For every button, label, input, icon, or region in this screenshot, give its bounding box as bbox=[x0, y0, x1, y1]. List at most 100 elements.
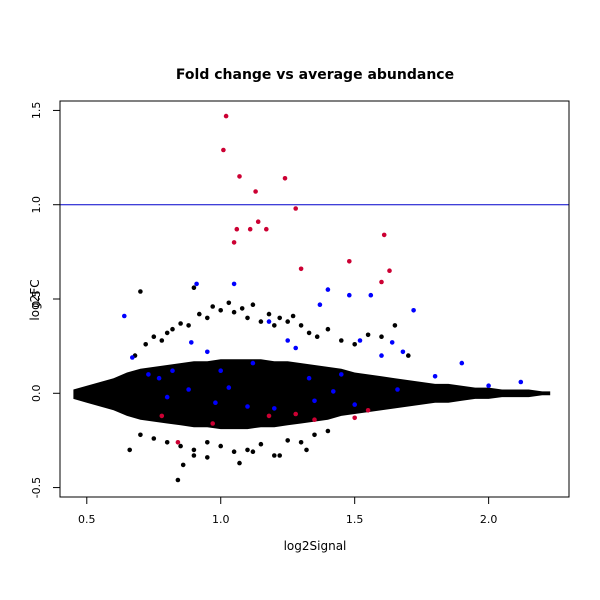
background-point bbox=[325, 326, 331, 332]
significant-point bbox=[365, 408, 371, 413]
background-point bbox=[143, 342, 148, 347]
highlighted-point bbox=[352, 402, 358, 407]
x-axis-title: log2Signal bbox=[284, 539, 347, 553]
chart-title: Fold change vs average abundance bbox=[176, 67, 454, 83]
highlighted-point bbox=[459, 360, 465, 366]
highlighted-point bbox=[347, 292, 352, 298]
highlighted-point bbox=[285, 338, 291, 343]
x-tick-label: 2.0 bbox=[480, 513, 498, 526]
highlighted-point bbox=[194, 281, 199, 287]
background-point bbox=[231, 449, 237, 455]
background-point bbox=[290, 313, 296, 319]
highlighted-point bbox=[213, 400, 218, 406]
background-point bbox=[250, 449, 256, 455]
significant-point bbox=[293, 206, 299, 211]
significant-point bbox=[387, 268, 392, 274]
background-point bbox=[239, 306, 245, 311]
density-band bbox=[73, 359, 551, 430]
highlighted-point bbox=[312, 398, 317, 404]
highlighted-point bbox=[156, 375, 162, 381]
highlighted-point bbox=[226, 385, 232, 390]
highlighted-point bbox=[245, 404, 250, 409]
point-cloud-band bbox=[73, 359, 551, 430]
x-tick-label: 1.0 bbox=[212, 513, 230, 526]
significant-point bbox=[175, 440, 181, 445]
background-point bbox=[245, 447, 250, 453]
y-tick-label: 1.0 bbox=[30, 196, 43, 214]
background-point bbox=[277, 315, 283, 321]
background-point bbox=[151, 436, 157, 441]
highlighted-point bbox=[325, 287, 331, 292]
highlighted-point bbox=[357, 338, 363, 343]
highlighted-point bbox=[518, 379, 524, 385]
background-point bbox=[127, 447, 132, 453]
highlighted-point bbox=[231, 281, 237, 287]
highlighted-point bbox=[339, 372, 344, 377]
significant-point bbox=[234, 226, 240, 232]
background-point bbox=[178, 321, 183, 326]
highlighted-point bbox=[164, 394, 170, 400]
background-point bbox=[379, 334, 384, 340]
highlighted-point bbox=[293, 345, 299, 351]
significant-point bbox=[253, 189, 258, 194]
background-point bbox=[191, 285, 197, 291]
background-point bbox=[218, 308, 223, 313]
significant-point bbox=[237, 174, 242, 179]
background-point bbox=[339, 338, 344, 343]
background-point bbox=[352, 342, 358, 347]
background-point bbox=[314, 334, 320, 340]
significant-point bbox=[379, 279, 384, 285]
y-tick-label: 0.5 bbox=[30, 290, 43, 308]
background-point bbox=[210, 304, 215, 309]
highlighted-point bbox=[205, 349, 210, 355]
background-point bbox=[258, 319, 264, 324]
highlighted-point bbox=[317, 302, 323, 308]
significant-point bbox=[223, 113, 229, 119]
highlighted-point bbox=[486, 383, 491, 389]
x-tick-label: 1.5 bbox=[346, 513, 364, 526]
background-point bbox=[159, 338, 165, 343]
highlighted-point bbox=[400, 349, 406, 355]
background-point bbox=[231, 309, 237, 315]
background-point bbox=[298, 440, 304, 445]
significant-point bbox=[312, 417, 317, 423]
significant-point bbox=[352, 415, 358, 421]
background-point bbox=[365, 332, 371, 338]
background-point bbox=[237, 460, 242, 466]
background-point bbox=[304, 447, 309, 453]
background-point bbox=[138, 289, 143, 294]
background-point bbox=[186, 323, 191, 328]
background-point bbox=[285, 319, 291, 324]
highlighted-point bbox=[368, 292, 374, 298]
background-point bbox=[272, 323, 277, 328]
highlighted-point bbox=[379, 353, 384, 358]
background-point bbox=[164, 330, 170, 336]
background-point bbox=[272, 453, 277, 458]
significant-point bbox=[210, 421, 215, 426]
significant-point bbox=[247, 226, 253, 232]
x-tick-label: 0.5 bbox=[78, 513, 96, 526]
significant-point bbox=[231, 240, 237, 245]
highlighted-point bbox=[389, 340, 395, 345]
significant-point bbox=[381, 232, 387, 238]
significant-point bbox=[298, 266, 304, 272]
background-point bbox=[205, 315, 210, 321]
highlighted-point bbox=[130, 355, 135, 360]
background-point bbox=[180, 462, 186, 468]
highlighted-point bbox=[186, 387, 191, 392]
background-point bbox=[178, 443, 183, 449]
highlighted-point bbox=[306, 375, 312, 381]
background-point bbox=[138, 432, 143, 438]
y-tick-label: 0.0 bbox=[30, 385, 43, 403]
significant-point bbox=[159, 413, 165, 419]
background-point bbox=[306, 330, 312, 336]
scatter-points bbox=[122, 113, 524, 483]
background-point bbox=[325, 428, 331, 434]
background-point bbox=[392, 323, 398, 328]
highlighted-point bbox=[272, 406, 277, 411]
background-point bbox=[250, 302, 256, 308]
significant-point bbox=[347, 259, 352, 264]
background-point bbox=[312, 432, 317, 438]
background-point bbox=[266, 311, 272, 317]
